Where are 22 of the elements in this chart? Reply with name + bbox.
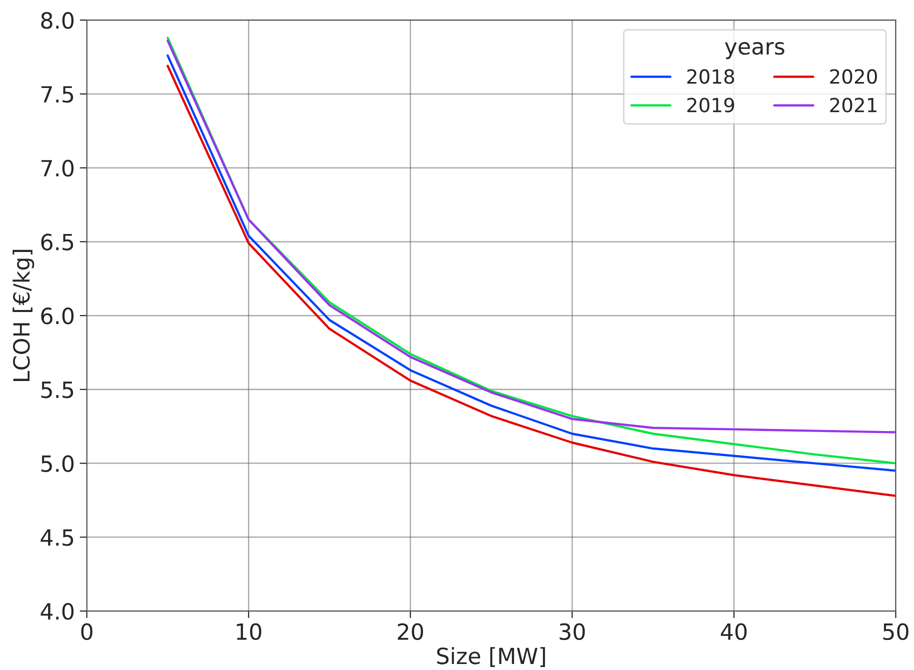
legend-label: 2020: [830, 69, 877, 84]
y-tick-label: 6.0: [41, 308, 74, 324]
legend-title: years: [724, 42, 784, 60]
x-tick-label: 40: [720, 623, 747, 640]
y-tick-label: 8.0: [41, 12, 74, 29]
y-tick-label: 7.5: [42, 86, 74, 103]
y-axis-title: LCOH [€/kg]: [12, 250, 34, 381]
legend-label: 2018: [687, 69, 734, 84]
y-tick-label: 5.5: [41, 382, 74, 398]
x-tick-label: 30: [560, 623, 585, 640]
legend-label: 2019: [687, 98, 734, 112]
y-tick-label: 4.5: [40, 529, 74, 546]
y-tick-label: 5.0: [41, 455, 74, 472]
y-tick-label: 6.5: [41, 234, 74, 250]
x-axis-title: Size [MW]: [437, 647, 545, 667]
x-tick-label: 20: [398, 623, 424, 640]
x-tick-label: 50: [883, 623, 908, 640]
y-tick-label: 4.0: [40, 602, 74, 620]
y-tick-label: 7.0: [42, 160, 74, 177]
legend-label: 2021: [830, 98, 876, 112]
x-tick-label: 10: [236, 623, 262, 640]
x-tick-label: 0: [81, 623, 92, 640]
